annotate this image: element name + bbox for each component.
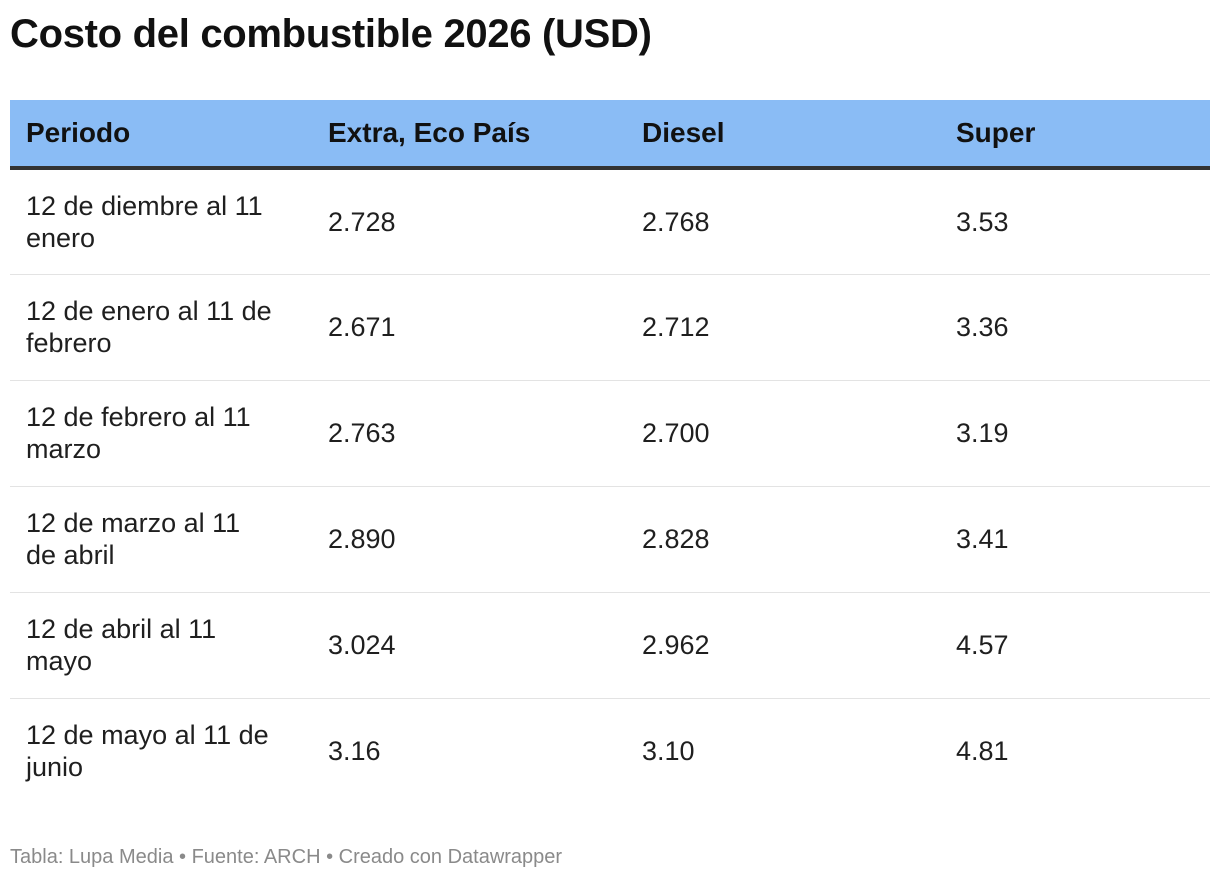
cell-extra-eco-pais: 2.671 xyxy=(312,274,626,381)
cell-diesel: 2.768 xyxy=(626,168,940,275)
table-row: 12 de febrero al 11 marzo 2.763 2.700 3.… xyxy=(10,380,1210,487)
source-footer: Tabla: Lupa Media • Fuente: ARCH • Cread… xyxy=(10,846,563,868)
cell-extra-eco-pais: 2.890 xyxy=(312,486,626,593)
table-row: 12 de diembre al 11 enero 2.728 2.768 3.… xyxy=(10,168,1210,275)
column-header-diesel[interactable]: Diesel xyxy=(626,100,940,170)
cell-extra-eco-pais: 2.728 xyxy=(312,168,626,275)
cell-extra-eco-pais: 2.763 xyxy=(312,380,626,487)
column-header-extra-eco-pais[interactable]: Extra, Eco País xyxy=(312,100,626,170)
cell-periodo: 12 de febrero al 11 marzo xyxy=(10,380,312,487)
cell-diesel: 2.700 xyxy=(626,380,940,487)
fuel-cost-table: Periodo Extra, Eco País Diesel Super 12 … xyxy=(10,100,1210,804)
table-row: 12 de mayo al 11 de junio 3.16 3.10 4.81 xyxy=(10,698,1210,804)
cell-super: 3.41 xyxy=(940,486,1210,593)
cell-diesel: 3.10 xyxy=(642,736,695,767)
cell-extra-eco-pais: 3.024 xyxy=(312,592,626,699)
cell-periodo: 12 de abril al 11 mayo xyxy=(10,592,312,699)
column-header-super[interactable]: Super xyxy=(940,100,1210,170)
cell-periodo: 12 de mayo al 11 de junio xyxy=(26,720,269,783)
cell-extra-eco-pais: 3.16 xyxy=(328,736,381,767)
table-header: Periodo Extra, Eco País Diesel Super xyxy=(10,100,1210,170)
cell-super: 4.81 xyxy=(956,736,1009,767)
cell-periodo: 12 de marzo al 11 de abril xyxy=(10,486,312,593)
cell-super: 3.53 xyxy=(940,168,1210,275)
cell-super: 4.57 xyxy=(940,592,1210,699)
column-header-periodo[interactable]: Periodo xyxy=(10,100,312,170)
cell-diesel: 2.828 xyxy=(626,486,940,593)
table-row: 12 de marzo al 11 de abril 2.890 2.828 3… xyxy=(10,486,1210,593)
cell-super: 3.36 xyxy=(940,274,1210,381)
fuel-cost-table-container: Periodo Extra, Eco País Diesel Super 12 … xyxy=(10,100,1210,804)
cell-diesel: 2.962 xyxy=(626,592,940,699)
table-row: 12 de enero al 11 de febrero 2.671 2.712… xyxy=(10,274,1210,381)
table-body: 12 de diembre al 11 enero 2.728 2.768 3.… xyxy=(10,168,1210,804)
cell-periodo: 12 de diembre al 11 enero xyxy=(10,168,312,275)
table-title: Costo del combustible 2026 (USD) xyxy=(10,12,652,56)
cell-diesel: 2.712 xyxy=(626,274,940,381)
header-row: Periodo Extra, Eco País Diesel Super xyxy=(10,100,1210,170)
table-row: 12 de abril al 11 mayo 3.024 2.962 4.57 xyxy=(10,592,1210,699)
cell-periodo: 12 de enero al 11 de febrero xyxy=(10,274,312,381)
cell-super: 3.19 xyxy=(940,380,1210,487)
